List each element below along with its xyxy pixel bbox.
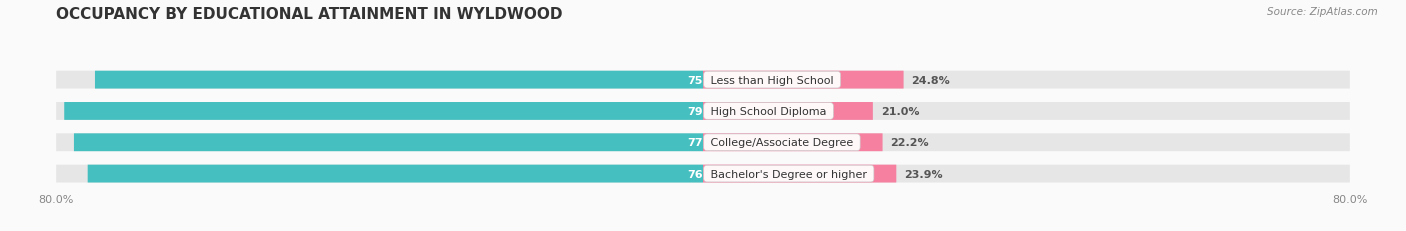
Text: 23.9%: 23.9% bbox=[904, 169, 943, 179]
Text: 22.2%: 22.2% bbox=[890, 138, 929, 148]
FancyBboxPatch shape bbox=[703, 103, 873, 120]
Text: Less than High School: Less than High School bbox=[707, 75, 837, 85]
FancyBboxPatch shape bbox=[56, 71, 703, 89]
FancyBboxPatch shape bbox=[56, 165, 703, 183]
Text: 77.8%: 77.8% bbox=[686, 138, 725, 148]
Text: High School Diploma: High School Diploma bbox=[707, 106, 830, 116]
Text: Bachelor's Degree or higher: Bachelor's Degree or higher bbox=[707, 169, 870, 179]
Text: 21.0%: 21.0% bbox=[880, 106, 920, 116]
FancyBboxPatch shape bbox=[56, 134, 703, 152]
FancyBboxPatch shape bbox=[87, 165, 703, 183]
FancyBboxPatch shape bbox=[703, 134, 883, 152]
FancyBboxPatch shape bbox=[703, 165, 896, 183]
Legend: Owner-occupied, Renter-occupied: Owner-occupied, Renter-occupied bbox=[578, 226, 828, 231]
FancyBboxPatch shape bbox=[96, 71, 703, 89]
Text: College/Associate Degree: College/Associate Degree bbox=[707, 138, 856, 148]
FancyBboxPatch shape bbox=[703, 134, 1350, 152]
FancyBboxPatch shape bbox=[65, 103, 703, 120]
Text: Source: ZipAtlas.com: Source: ZipAtlas.com bbox=[1267, 7, 1378, 17]
FancyBboxPatch shape bbox=[75, 134, 703, 152]
Text: 24.8%: 24.8% bbox=[911, 75, 950, 85]
FancyBboxPatch shape bbox=[703, 71, 904, 89]
FancyBboxPatch shape bbox=[56, 103, 703, 120]
Text: 75.2%: 75.2% bbox=[686, 75, 725, 85]
Text: OCCUPANCY BY EDUCATIONAL ATTAINMENT IN WYLDWOOD: OCCUPANCY BY EDUCATIONAL ATTAINMENT IN W… bbox=[56, 7, 562, 22]
FancyBboxPatch shape bbox=[703, 165, 1350, 183]
Text: 79.0%: 79.0% bbox=[686, 106, 725, 116]
Text: 76.1%: 76.1% bbox=[686, 169, 725, 179]
FancyBboxPatch shape bbox=[703, 71, 1350, 89]
FancyBboxPatch shape bbox=[703, 103, 1350, 120]
